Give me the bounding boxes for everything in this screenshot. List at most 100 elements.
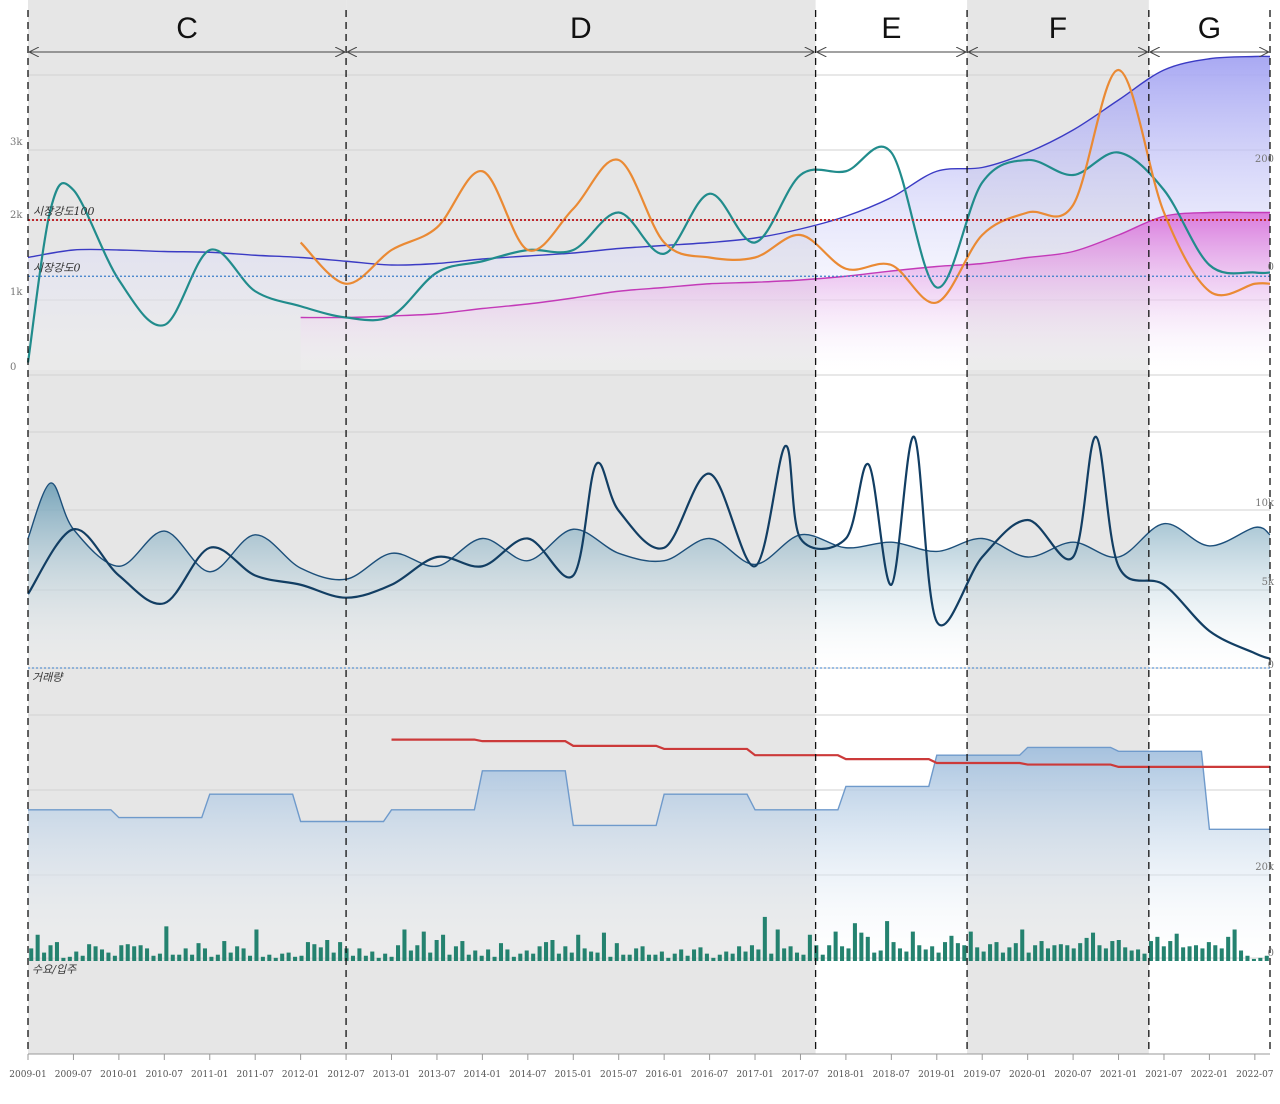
supply-bar <box>35 934 40 961</box>
x-tick-label: 2021-01 <box>1100 1070 1137 1080</box>
supply-bar <box>486 949 491 961</box>
x-tick-label: 2018-01 <box>827 1070 864 1080</box>
supply-bar <box>685 955 690 961</box>
supply-bar <box>949 935 954 961</box>
supply-bar <box>988 944 993 961</box>
x-tick-label: 2017-07 <box>782 1070 820 1080</box>
supply-bar <box>1232 929 1237 961</box>
supply-bar <box>125 944 130 961</box>
supply-bar <box>930 946 935 961</box>
supply-bar <box>222 941 227 961</box>
supply-bar <box>87 944 92 961</box>
supply-bar <box>891 942 896 961</box>
supply-bar <box>1245 955 1250 961</box>
supply-bar <box>498 943 504 961</box>
supply-bar <box>1110 941 1115 961</box>
x-tick-label: 2015-01 <box>555 1070 592 1080</box>
supply-bar <box>293 956 298 961</box>
supply-demand-label: 수요/입주 <box>32 963 77 976</box>
supply-demand-series-line-0 <box>28 746 1270 830</box>
supply-bar <box>897 948 902 961</box>
market-strength-left-tick: 0 <box>10 362 16 373</box>
supply-bar <box>923 949 928 961</box>
supply-bar <box>396 945 401 961</box>
supply-bar <box>441 934 446 961</box>
supply-bar <box>595 952 600 961</box>
supply-bar <box>1226 936 1231 961</box>
supply-bar <box>1155 936 1160 961</box>
supply-bar <box>807 934 812 961</box>
x-tick-label: 2022-01 <box>1191 1070 1228 1080</box>
supply-bar <box>621 954 626 961</box>
supply-bar <box>846 948 851 961</box>
supply-bar <box>833 931 838 961</box>
supply-demand-right-tick: 0 <box>1268 948 1274 959</box>
supply-bar <box>640 946 645 961</box>
supply-bar <box>775 929 780 961</box>
supply-bar <box>421 931 426 961</box>
supply-bar <box>711 957 716 961</box>
supply-bar <box>1000 952 1005 961</box>
supply-bar <box>106 952 111 961</box>
supply-bar <box>363 955 368 961</box>
supply-bar <box>814 945 819 961</box>
x-tick-label: 2010-07 <box>146 1070 184 1080</box>
market-strength-left-tick: 1k <box>10 287 23 298</box>
supply-bar <box>1251 958 1256 961</box>
supply-bar <box>466 954 471 961</box>
supply-bar <box>840 946 845 961</box>
trade-volume-series-line-0 <box>27 482 1271 581</box>
x-tick-label: 2013-07 <box>418 1070 456 1080</box>
supply-bar <box>1129 950 1134 961</box>
supply-bar <box>331 952 336 961</box>
supply-bar <box>1264 955 1269 961</box>
supply-bar <box>1136 949 1141 961</box>
supply-bar <box>569 952 574 961</box>
supply-bar <box>865 936 870 961</box>
supply-bar <box>589 951 594 961</box>
supply-bar <box>119 945 124 961</box>
supply-bar <box>769 953 774 961</box>
supply-demand-right-tick: 20k <box>1255 862 1275 873</box>
supply-bar <box>151 955 156 961</box>
supply-bar <box>1091 932 1096 961</box>
supply-bar <box>1039 941 1044 961</box>
supply-bar <box>325 940 330 961</box>
supply-bar <box>1026 952 1031 961</box>
supply-bar <box>93 946 98 961</box>
supply-bar <box>943 942 948 961</box>
supply-bar <box>1033 945 1038 961</box>
supply-bar <box>273 957 278 961</box>
supply-bar <box>370 951 375 961</box>
phase-label-f: F <box>1049 12 1067 45</box>
supply-bar <box>383 953 388 961</box>
supply-bar <box>730 953 735 961</box>
supply-bar <box>260 956 265 961</box>
supply-bar <box>318 947 323 961</box>
supply-bar <box>1084 937 1089 961</box>
supply-bar <box>42 952 47 961</box>
market-strength-series-line-0 <box>27 55 1271 266</box>
supply-bar <box>235 946 240 961</box>
market-strength-series-line-1 <box>300 211 1270 319</box>
supply-bar <box>1103 948 1108 961</box>
trade-volume-right-tick: 10k <box>1255 498 1275 509</box>
supply-bar <box>962 945 967 961</box>
supply-bar <box>1116 940 1121 961</box>
supply-bar <box>479 955 484 961</box>
supply-bar <box>389 956 394 961</box>
x-tick-label: 2010-01 <box>100 1070 137 1080</box>
supply-demand-area-0 <box>28 747 1270 958</box>
supply-bar <box>247 955 253 961</box>
x-tick-label: 2020-01 <box>1009 1070 1046 1080</box>
x-tick-label: 2009-01 <box>9 1070 46 1080</box>
supply-bar <box>724 951 729 961</box>
supply-bar <box>1013 943 1018 961</box>
x-tick-label: 2012-07 <box>327 1070 365 1080</box>
supply-bar <box>138 945 143 961</box>
supply-bar <box>634 948 639 961</box>
market-strength-series-line-2 <box>26 145 1271 363</box>
supply-bar <box>917 945 922 961</box>
x-tick-label: 2018-07 <box>873 1070 911 1080</box>
supply-bar <box>473 950 478 961</box>
